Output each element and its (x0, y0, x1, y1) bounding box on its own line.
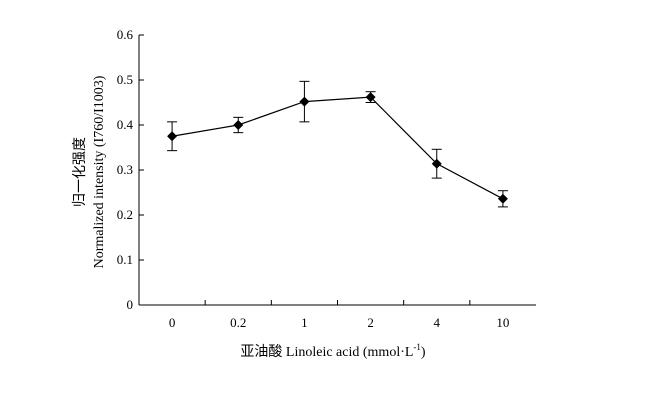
data-point-marker (167, 131, 178, 142)
data-point-marker (431, 158, 442, 169)
data-point-marker (233, 120, 244, 130)
x-tick-label: 0.2 (230, 315, 246, 330)
series-line (171, 96, 504, 200)
x-tick-label: 4 (434, 315, 441, 330)
x-tick-label: 0 (169, 315, 176, 330)
y-tick-label: 0.4 (117, 117, 134, 132)
y-tick-label: 0.6 (117, 27, 134, 42)
y-tick-label: 0.3 (117, 162, 133, 177)
x-axis-title: 亚油酸 Linoleic acid (mmol·L-1) (240, 342, 426, 360)
data-point-marker (497, 193, 508, 204)
data-series (167, 80, 508, 208)
data-point-marker (299, 96, 310, 107)
y-tick-label: 0.2 (117, 207, 133, 222)
axes (138, 35, 536, 306)
y-tick-label: 0 (127, 297, 134, 312)
y-tick-label: 0.1 (117, 252, 133, 267)
y-axis-title-cn: 归一化强度 (71, 137, 88, 207)
x-ticks: 0 0.2 1 2 4 10 (169, 300, 509, 330)
y-axis-title-en: Normalized intensity (I760/I1003) (92, 75, 107, 268)
x-tick-label: 1 (301, 315, 308, 330)
y-axis-title: 归一化强度 Normalized intensity (I760/I1003) (71, 75, 107, 268)
x-tick-label: 2 (367, 315, 374, 330)
x-tick-label: 10 (496, 315, 509, 330)
y-ticks: 0 0.1 0.2 0.3 0.4 0.5 0.6 (117, 27, 144, 312)
data-point-marker (365, 92, 376, 103)
y-tick-label: 0.5 (117, 72, 133, 87)
